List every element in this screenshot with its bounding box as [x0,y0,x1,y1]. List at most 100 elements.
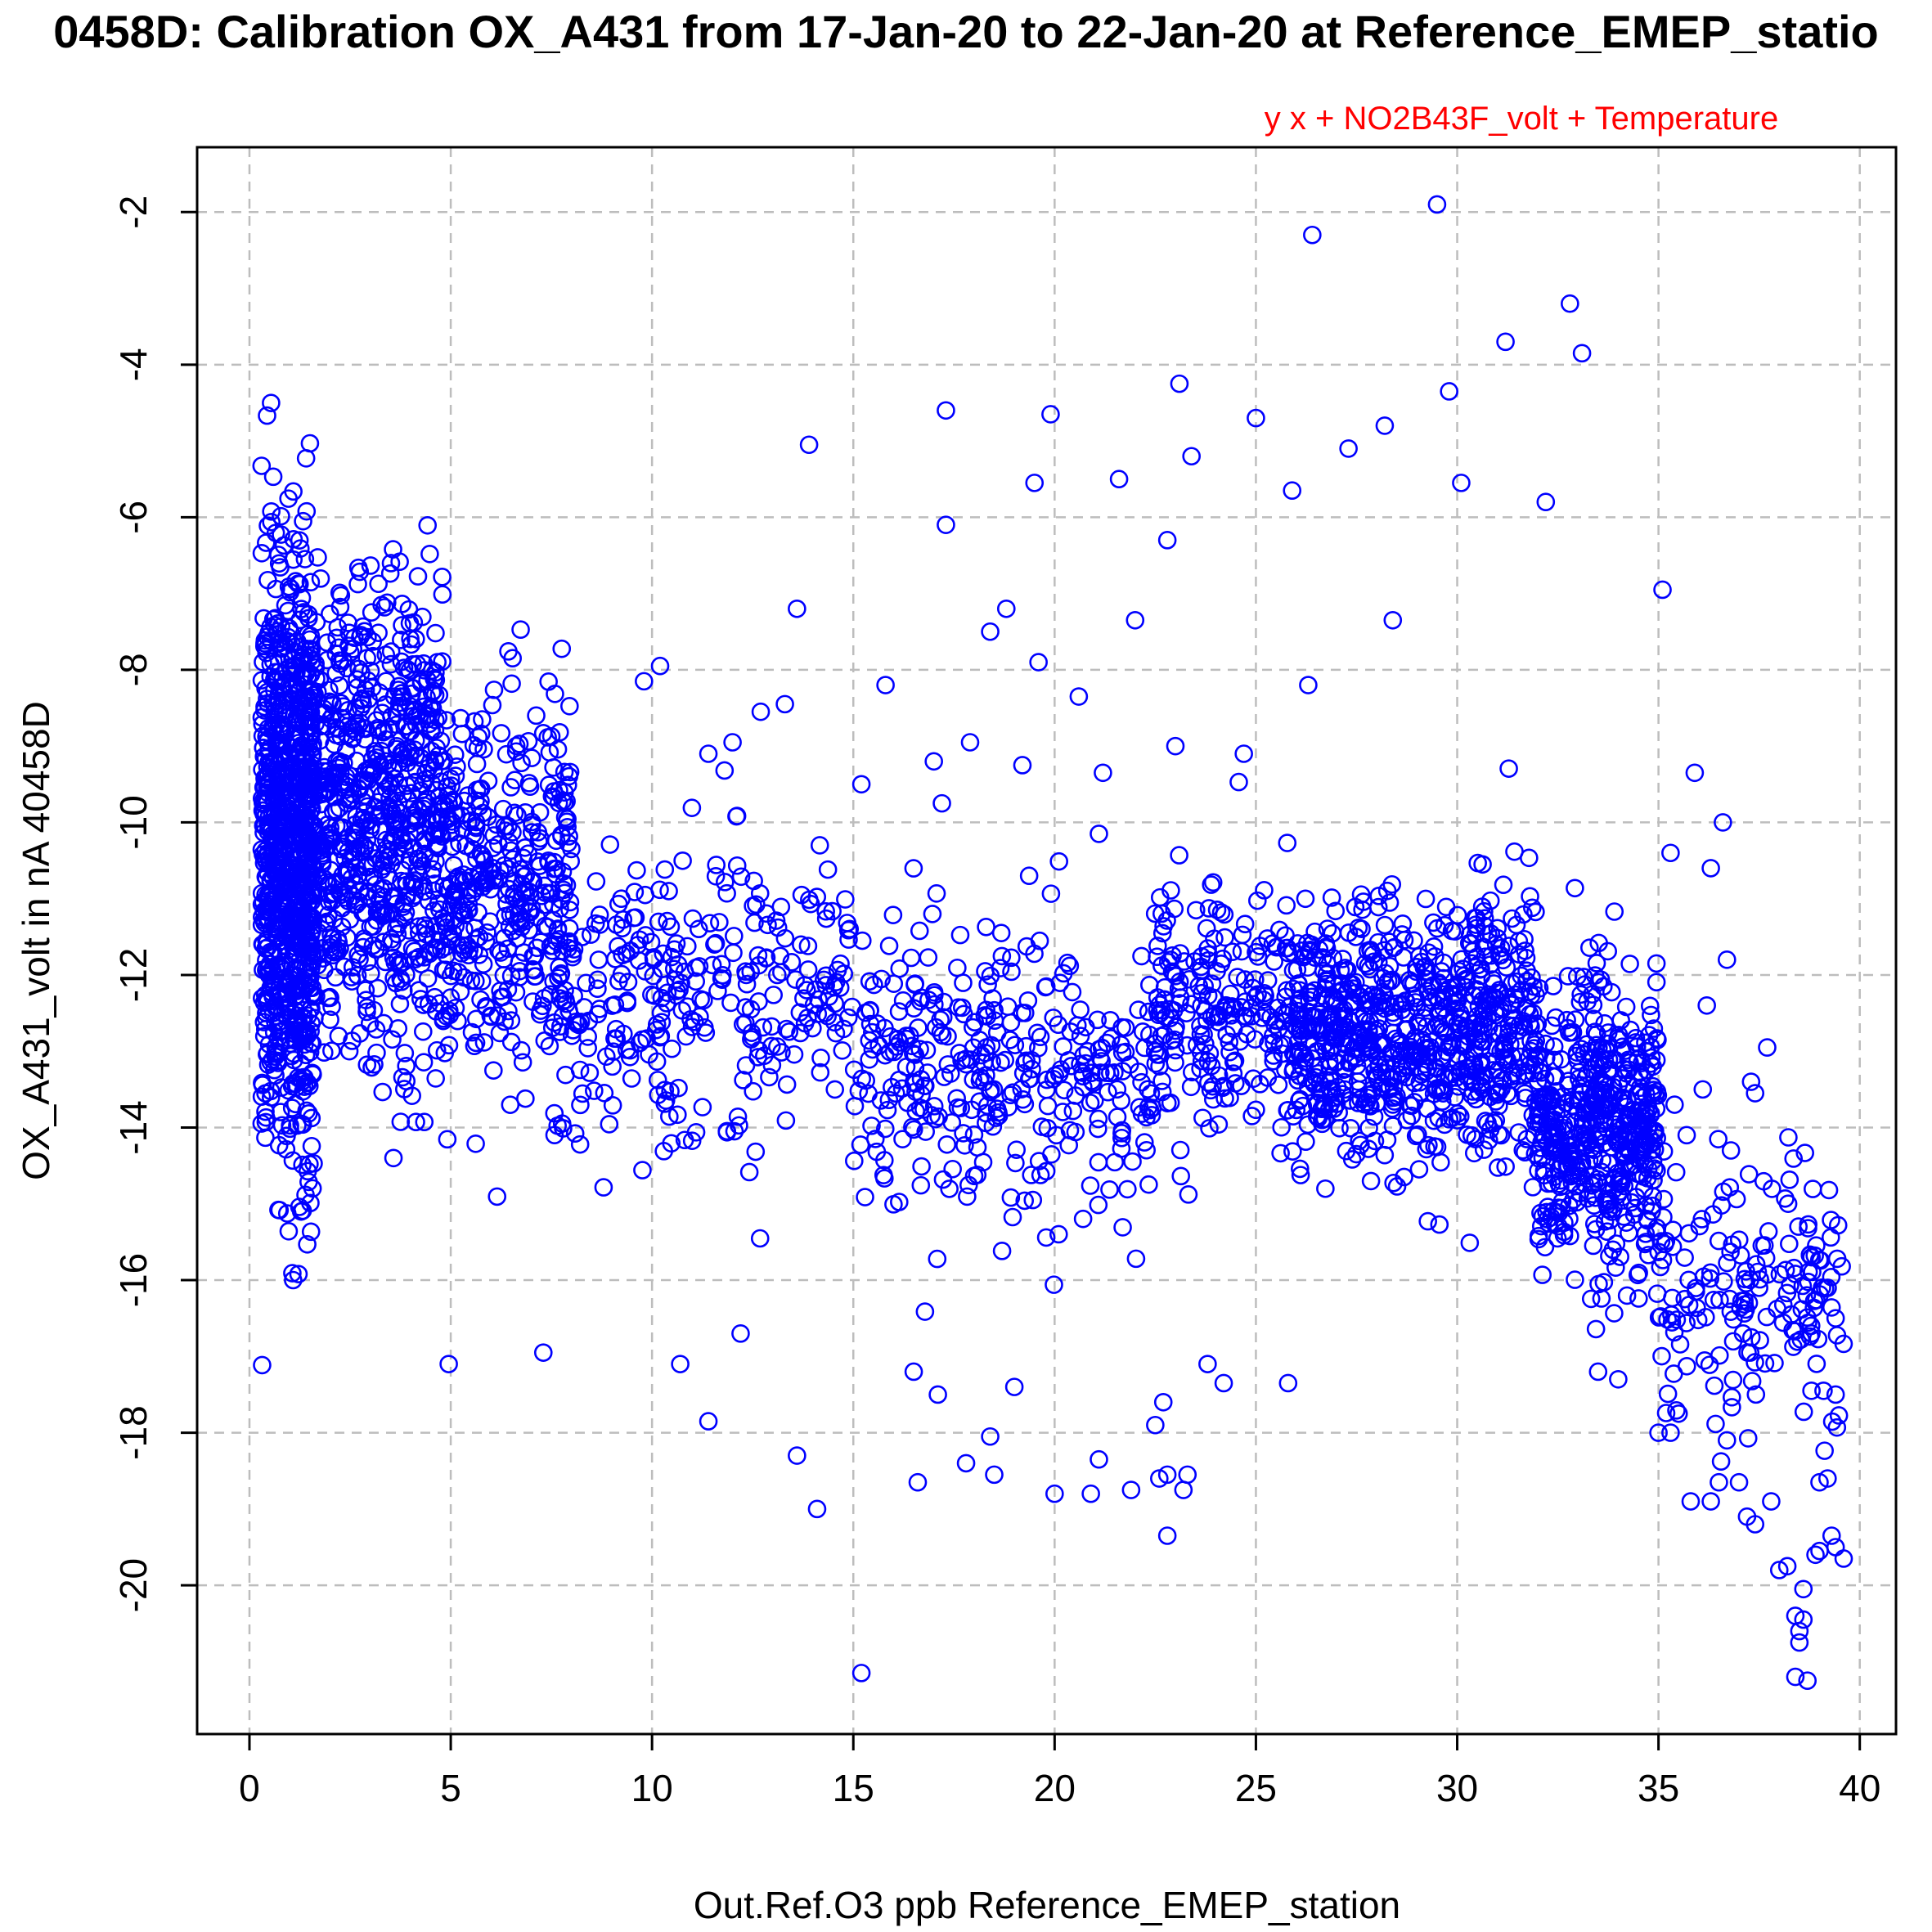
data-point [422,661,442,681]
data-point [1681,1492,1701,1511]
data-point [1658,1384,1678,1404]
data-point [284,482,303,501]
y-axis-label: OX_A431_volt in nA 40458D [15,701,57,1180]
data-point [1063,982,1082,1002]
data-point [555,783,574,802]
data-point [523,815,541,834]
data-point [332,708,351,728]
data-point [1474,1140,1494,1159]
data-point [582,925,600,944]
data-point [893,991,913,1010]
data-point [461,971,481,991]
data-point [954,973,973,992]
data-point [1094,763,1112,783]
data-point [350,562,370,582]
data-point [712,955,731,974]
data-point [1178,1465,1197,1485]
data-point [402,784,421,802]
data-point [981,1427,1000,1446]
data-point [550,899,569,918]
data-point [676,1027,696,1046]
data-point [504,887,523,906]
data-point [505,803,524,823]
data-point [407,1112,425,1132]
data-point [655,975,675,995]
data-point [830,978,850,997]
data-point [904,1362,923,1382]
data-point [427,1040,447,1060]
data-point [393,616,411,635]
data-point [1157,531,1177,550]
data-point [647,1015,667,1034]
data-point [389,914,408,933]
data-point [268,691,287,710]
data-point [394,833,413,853]
data-point [314,1043,334,1063]
data-point [373,1082,393,1102]
data-point [299,857,318,876]
data-point [356,680,375,699]
data-point [831,954,850,973]
data-point [1723,1370,1743,1390]
data-point [552,827,571,846]
data-point [353,689,372,708]
data-point [568,1014,587,1034]
data-point [1416,889,1436,909]
data-point [339,828,358,847]
data-point [1834,1549,1853,1568]
data-point [381,774,400,793]
y-tick-label: -8 [112,653,155,686]
data-point [308,548,327,567]
data-point [609,894,628,914]
data-point [1701,859,1720,878]
data-point [658,911,676,931]
data-point [651,1003,671,1022]
data-point [1409,1160,1429,1179]
data-point [622,1069,641,1088]
x-tick-label: 10 [631,1767,673,1809]
data-point [1802,1381,1821,1400]
data-point [263,652,283,671]
data-point [387,703,406,723]
data-point [358,811,378,829]
data-point [514,848,533,868]
data-point [731,1324,750,1343]
data-point [271,958,290,977]
data-point [513,884,532,903]
data-point [672,1000,692,1020]
data-points [252,195,1853,1691]
data-point [595,1084,614,1103]
data-point [301,1193,320,1213]
data-point [1170,1140,1190,1160]
data-point [1061,1022,1081,1041]
data-point [272,824,291,843]
data-point [791,1023,810,1043]
data-point [883,905,903,924]
data-point [299,867,318,886]
data-point [527,706,546,726]
data-point [992,1242,1012,1260]
data-point [470,928,489,946]
data-point [768,1037,787,1056]
data-point [1059,1135,1079,1155]
data-point [550,958,568,977]
data-point [1121,1480,1141,1499]
data-point [525,946,545,965]
data-point [318,815,337,834]
data-point [301,1022,320,1040]
data-point [908,1472,928,1492]
data-point [818,860,838,879]
data-point [351,627,370,646]
data-point [267,671,285,690]
data-point [298,1234,317,1254]
data-point [564,940,584,959]
y-tick-label: -4 [112,348,155,381]
data-point [1271,1143,1290,1163]
data-point [605,1029,624,1049]
data-point [252,456,272,475]
data-point [267,579,285,599]
data-point [1283,481,1302,501]
data-point [1233,925,1252,945]
data-point [290,531,309,550]
x-tick-label: 20 [1034,1767,1076,1809]
